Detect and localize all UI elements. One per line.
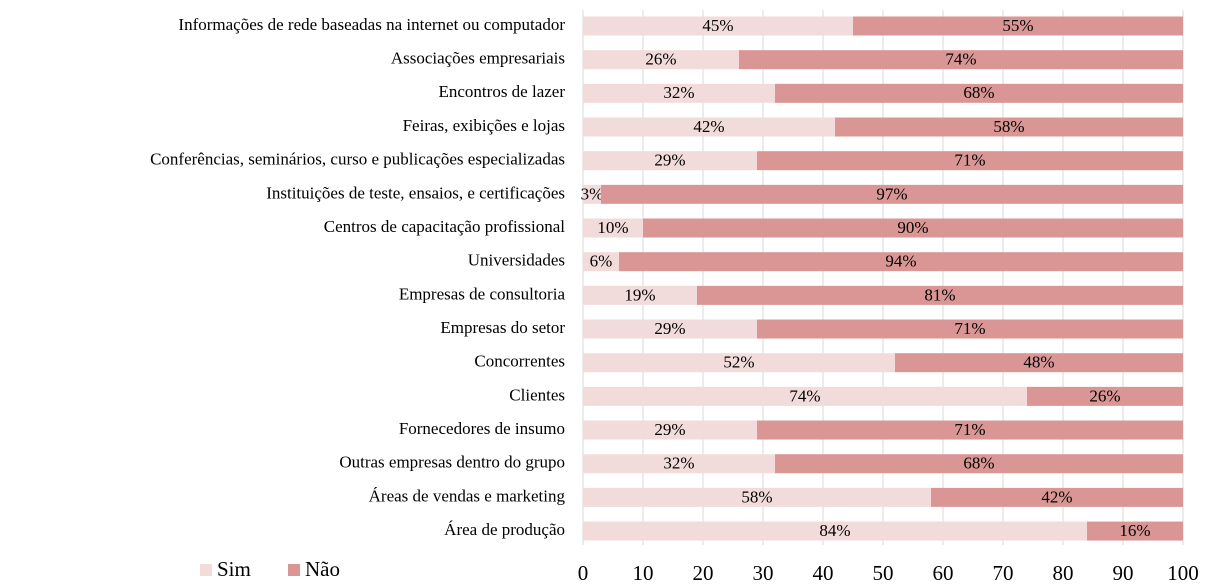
bar-segment xyxy=(583,151,757,171)
bar-segment xyxy=(757,151,1183,171)
data-label: 71% xyxy=(954,420,985,439)
x-tick-label: 60 xyxy=(933,561,954,584)
data-label: 32% xyxy=(663,454,694,473)
data-label: 84% xyxy=(819,521,850,540)
bar-segment xyxy=(1087,521,1183,541)
data-label: 26% xyxy=(1089,386,1120,405)
data-label: 42% xyxy=(693,117,724,136)
data-label: 58% xyxy=(741,487,772,506)
data-label: 68% xyxy=(963,454,994,473)
bar-segment xyxy=(583,353,895,373)
bar-segment xyxy=(583,16,853,36)
data-label: 3% xyxy=(581,184,604,203)
y-tick-label: Clientes xyxy=(509,385,565,404)
y-tick-label: Área de produção xyxy=(444,520,565,539)
bar-segment xyxy=(895,353,1183,373)
y-tick-label: Conferências, seminários, curso e public… xyxy=(150,150,565,169)
x-tick-label: 80 xyxy=(1053,561,1074,584)
x-tick-label: 70 xyxy=(993,561,1014,584)
data-label: 71% xyxy=(954,319,985,338)
x-tick-label: 10 xyxy=(633,561,654,584)
legend-label: Não xyxy=(305,557,340,581)
data-label: 55% xyxy=(1002,16,1033,35)
bar-segment xyxy=(583,521,1087,541)
data-label: 90% xyxy=(897,218,928,237)
bar-segment xyxy=(583,252,619,272)
bar-segment xyxy=(583,454,775,474)
bar-segment xyxy=(931,487,1183,507)
data-label: 74% xyxy=(945,50,976,69)
data-label: 94% xyxy=(885,252,916,271)
x-tick-label: 100 xyxy=(1167,561,1199,584)
bar-segment xyxy=(583,420,757,440)
data-label: 68% xyxy=(963,83,994,102)
bar-segment xyxy=(835,117,1183,137)
data-label: 81% xyxy=(924,285,955,304)
data-label: 29% xyxy=(654,420,685,439)
bar-segment xyxy=(757,420,1183,440)
bar-segment xyxy=(739,50,1183,70)
bar-segment xyxy=(583,285,697,305)
bar-segment xyxy=(583,319,757,339)
y-tick-label: Áreas de vendas e marketing xyxy=(369,486,566,505)
y-tick-label: Encontros de lazer xyxy=(439,82,566,101)
bar-segment xyxy=(583,83,775,103)
y-tick-label: Concorrentes xyxy=(474,352,565,371)
data-label: 48% xyxy=(1023,353,1054,372)
y-tick-label: Instituições de teste, ensaios, e certif… xyxy=(266,183,565,202)
bar-segment xyxy=(697,285,1183,305)
data-label: 10% xyxy=(597,218,628,237)
data-label: 42% xyxy=(1041,487,1072,506)
bar-segment xyxy=(775,454,1183,474)
legend-label: Sim xyxy=(217,557,251,581)
x-tick-label: 50 xyxy=(873,561,894,584)
x-tick-label: 40 xyxy=(813,561,834,584)
bar-segment xyxy=(1027,386,1183,406)
data-label: 26% xyxy=(645,50,676,69)
y-tick-label: Universidades xyxy=(468,251,565,270)
data-label: 6% xyxy=(590,252,613,271)
bar-segment xyxy=(853,16,1183,36)
y-tick-label: Empresas do setor xyxy=(440,318,565,337)
bar-segment xyxy=(583,50,739,70)
data-label: 74% xyxy=(789,386,820,405)
y-tick-label: Centros de capacitação profissional xyxy=(324,217,565,236)
data-label: 16% xyxy=(1119,521,1150,540)
data-label: 52% xyxy=(723,353,754,372)
y-tick-label: Outras empresas dentro do grupo xyxy=(339,453,565,472)
y-tick-label: Feiras, exibições e lojas xyxy=(403,116,565,135)
y-tick-label: Associações empresariais xyxy=(391,49,565,68)
x-tick-label: 20 xyxy=(693,561,714,584)
x-tick-label: 90 xyxy=(1113,561,1134,584)
y-tick-label: Empresas de consultoria xyxy=(399,284,566,303)
x-tick-label: 0 xyxy=(578,561,589,584)
data-label: 97% xyxy=(876,184,907,203)
bar-segment xyxy=(757,319,1183,339)
y-tick-label: Fornecedores de insumo xyxy=(399,419,565,438)
legend-swatch xyxy=(288,564,300,576)
data-label: 32% xyxy=(663,83,694,102)
data-label: 29% xyxy=(654,319,685,338)
legend-swatch xyxy=(200,564,212,576)
bar-segment xyxy=(775,83,1183,103)
data-label: 71% xyxy=(954,151,985,170)
bar-segment xyxy=(643,218,1183,238)
data-label: 19% xyxy=(624,285,655,304)
bar-segment xyxy=(583,487,931,507)
data-label: 29% xyxy=(654,151,685,170)
data-label: 58% xyxy=(993,117,1024,136)
y-tick-label: Informações de rede baseadas na internet… xyxy=(178,15,565,34)
bar-segment xyxy=(601,184,1183,204)
bar-segment xyxy=(583,117,835,137)
bar-segment xyxy=(583,218,643,238)
data-label: 45% xyxy=(702,16,733,35)
bar-segment xyxy=(583,386,1027,406)
bar-segment xyxy=(583,184,601,204)
x-tick-label: 30 xyxy=(753,561,774,584)
bar-segment xyxy=(619,252,1183,272)
